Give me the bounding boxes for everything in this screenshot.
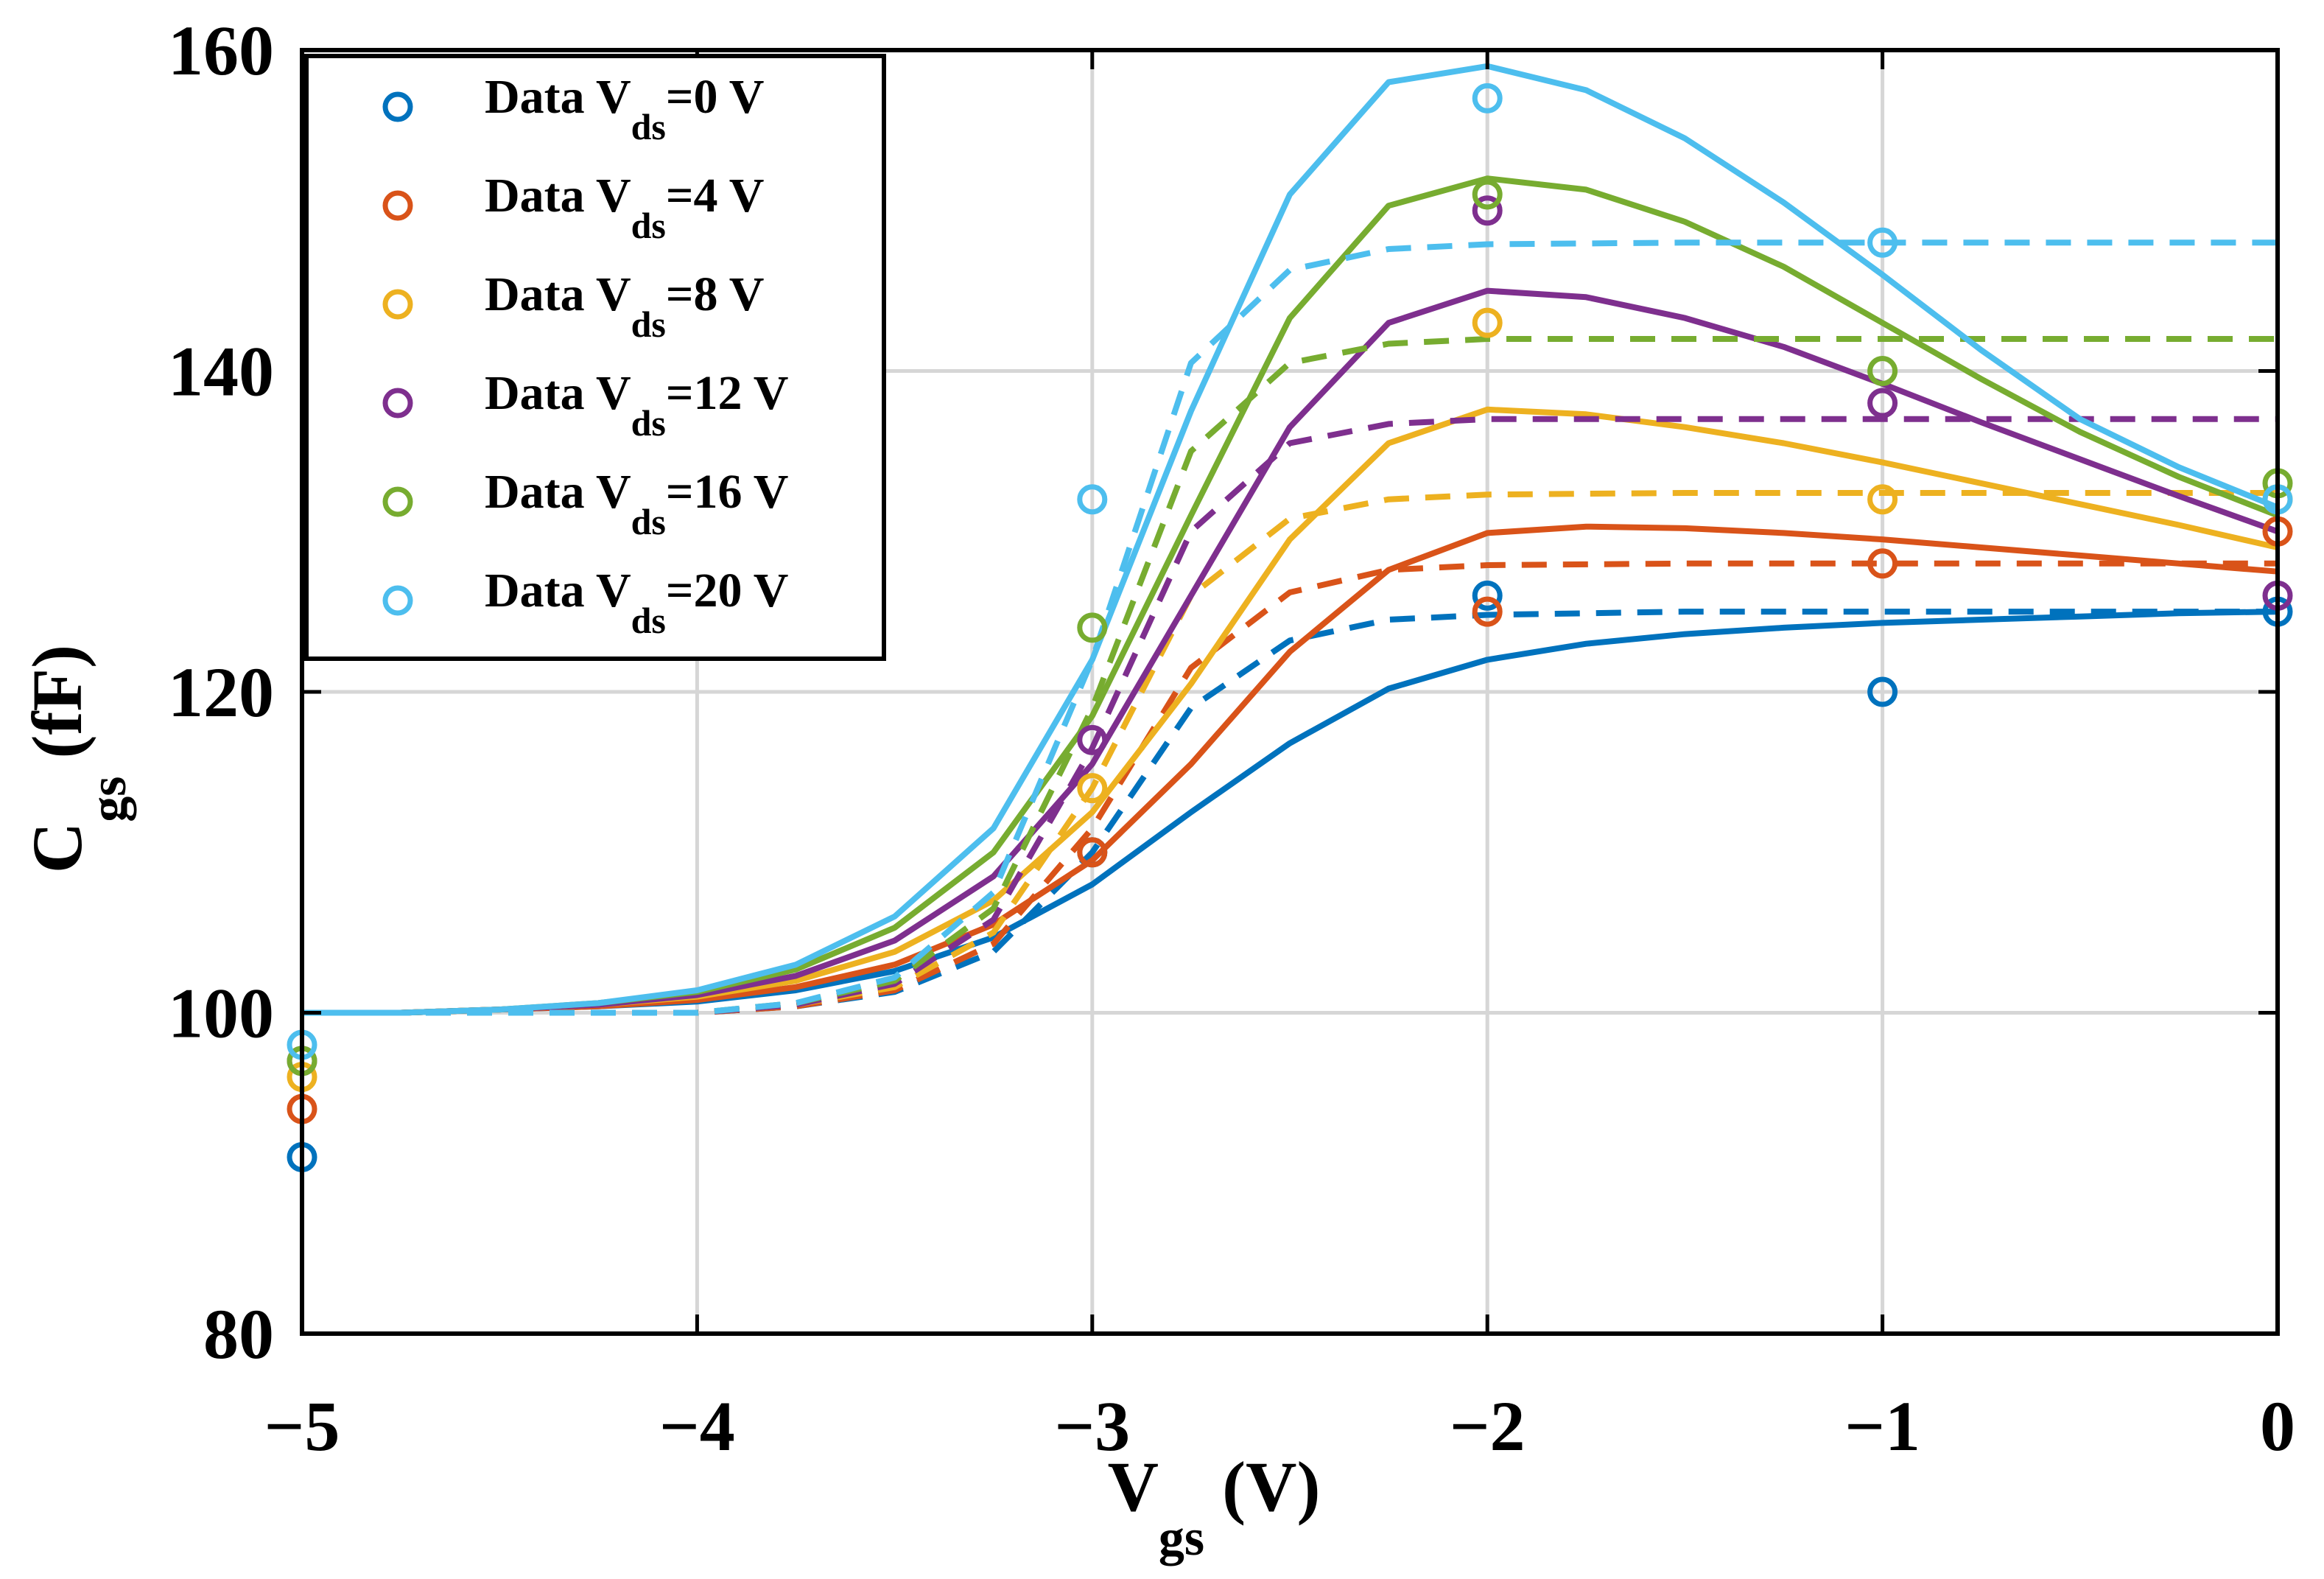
legend-marker-Vds12: [382, 388, 413, 419]
data-point-Vds4: [1077, 837, 1108, 868]
legend-box: [304, 54, 886, 661]
y-tick-label: 100: [168, 974, 274, 1053]
model-curve-dashed-Vds20: [302, 239, 2278, 1016]
data-point-Vds12: [1077, 724, 1108, 755]
y-tick-label: 120: [168, 653, 274, 732]
data-point-Vds8: [1077, 773, 1108, 804]
data-point-Vds8: [1472, 307, 1503, 338]
model-curves: [302, 63, 2279, 1016]
legend-entry-Vds8: Data Vds=8 V: [485, 267, 764, 345]
x-axis-label-unit: (V): [1204, 1447, 1320, 1526]
data-point-Vds4: [1867, 548, 1898, 579]
x-tick-label: −3: [1054, 1387, 1130, 1466]
legend-entry-Vds0: Data Vds=0 V: [485, 70, 764, 147]
legend-marker-Vds8: [382, 289, 413, 320]
data-point-Vds16: [1867, 356, 1898, 386]
data-point-Vds0: [1867, 676, 1898, 707]
y-tick-label: 80: [203, 1295, 274, 1373]
x-tick-label: −1: [1844, 1387, 1920, 1466]
legend-entry-Vds16: Data Vds=16 V: [485, 465, 788, 542]
data-point-Vds8: [1867, 484, 1898, 515]
legend-marker-Vds20: [382, 585, 413, 616]
data-point-Vds20: [1472, 83, 1503, 113]
x-axis-label: Vgs (V): [1108, 1447, 1321, 1566]
legend-marker-Vds4: [382, 190, 413, 221]
data-point-Vds12: [1867, 388, 1898, 419]
x-tick-label: 0: [2260, 1387, 2295, 1466]
x-tick-label: −2: [1450, 1387, 1526, 1466]
model-curve-solid-Vds20: [302, 63, 2279, 1016]
y-axis-label: Cgs (fF): [18, 645, 137, 873]
x-axis-label-main: V: [1108, 1447, 1159, 1526]
legend: Data Vds=0 V Data Vds=4 V Data Vds=8 V Data…: [304, 54, 886, 661]
data-point-Vds20: [1077, 484, 1108, 515]
data-point-Vds4: [1472, 596, 1503, 627]
data-point-Vds20: [1867, 227, 1898, 258]
data-point-Vds16: [1472, 179, 1503, 210]
data-point-Vds12: [1472, 195, 1503, 226]
x-tick-label: −4: [659, 1387, 735, 1466]
y-tick-label: 140: [168, 332, 274, 411]
y-axis-label-unit: (fF): [18, 645, 96, 777]
y-axis-label-sub: gs: [80, 776, 137, 822]
data-point-Vds16: [1077, 612, 1108, 643]
y-tick-label: 160: [168, 11, 274, 90]
data-point-Vds0: [1472, 580, 1503, 611]
x-axis-label-sub: gs: [1159, 1510, 1204, 1566]
y-axis-label-main: C: [18, 822, 96, 873]
x-tick-label: −5: [264, 1387, 340, 1466]
legend-entry-Vds20: Data Vds=20 V: [485, 564, 788, 641]
axis-ticks: −5 −4 −3 −2 −1 0 80 100 120 140 160: [168, 11, 2295, 1466]
legend-entry-Vds4: Data Vds=4 V: [485, 169, 764, 246]
legend-entry-Vds12: Data Vds=12 V: [485, 366, 788, 444]
legend-marker-Vds16: [382, 486, 413, 517]
legend-marker-Vds0: [382, 91, 413, 122]
